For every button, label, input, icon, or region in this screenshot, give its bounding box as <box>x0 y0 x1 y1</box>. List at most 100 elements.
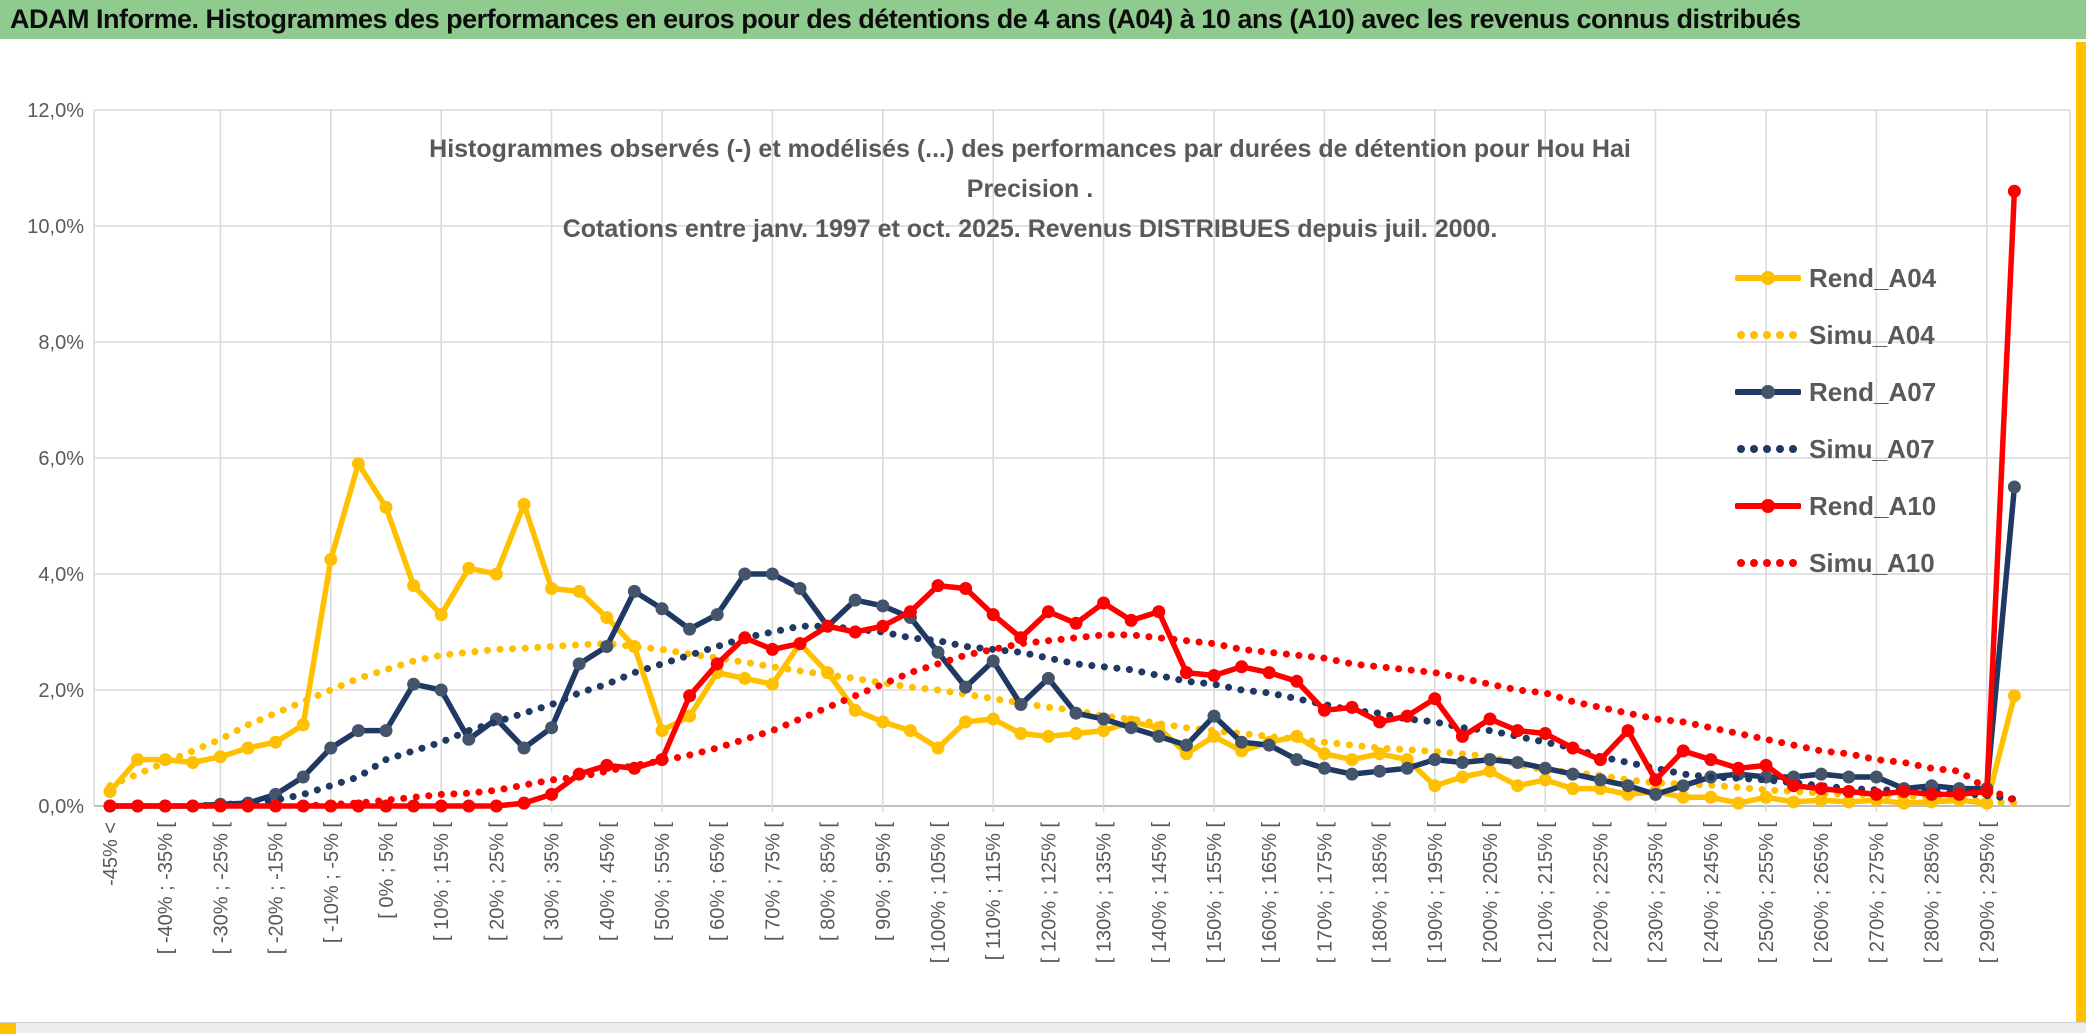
series-simu_a07[interactable] <box>189 622 2018 810</box>
x-axis-tick-label: [ 290% ; 295% [ <box>1977 822 1999 964</box>
series-rend_a10-marker <box>1759 758 1773 772</box>
series-rend_a04-marker <box>655 724 669 738</box>
series-rend_a07-marker <box>1235 735 1249 749</box>
y-axis-tick-label: 8,0% <box>38 332 84 354</box>
y-axis-tick-label: 2,0% <box>38 680 84 702</box>
series-rend_a07-marker <box>655 602 669 616</box>
series-rend_a04-marker <box>600 611 614 624</box>
series-rend_a07-marker <box>434 683 448 697</box>
series-rend_a10-marker <box>1152 605 1166 619</box>
series-rend_a10-marker <box>738 631 752 645</box>
series-rend_a04-marker <box>1511 779 1525 793</box>
series-rend_a10-marker <box>710 657 724 671</box>
series-rend_a04-marker <box>1373 747 1387 761</box>
x-axis-tick-label: [ 260% ; 265% [ <box>1811 822 1833 964</box>
series-rend_a10-marker <box>1731 761 1745 775</box>
series-rend_a10-marker <box>1290 674 1304 688</box>
x-axis-tick-label: [ 270% ; 275% [ <box>1866 822 1888 964</box>
series-rend_a07-marker <box>1511 756 1525 769</box>
series-rend_a10-marker <box>1814 782 1828 796</box>
y-axis-tick-label: 10,0% <box>27 216 84 238</box>
legend-item-rend-a07[interactable]: Rend_A07 <box>1735 373 2065 411</box>
x-axis-tick-label: [ -20% ; -15% [ <box>266 822 288 955</box>
legend-label: Rend_A07 <box>1809 376 1937 407</box>
series-rend_a10[interactable] <box>107 188 2018 809</box>
series-rend_a07-marker <box>379 724 393 738</box>
series-rend_a04-marker <box>379 500 393 514</box>
series-rend_a10-marker <box>2007 184 2021 198</box>
legend-item-rend-a04[interactable]: Rend_A04 <box>1735 259 2065 297</box>
series-rend_a10-marker <box>848 625 862 639</box>
x-axis-tick-label: -45% < <box>100 822 122 886</box>
series-rend_a04-marker <box>848 703 862 717</box>
series-rend_a10-marker <box>241 799 255 813</box>
series-rend_a10-marker <box>103 799 117 813</box>
x-axis-tick-label: [ 280% ; 285% [ <box>1922 822 1944 964</box>
x-axis-tick-label: [ 150% ; 155% [ <box>1204 822 1226 964</box>
x-axis-tick-label: [ 180% ; 185% [ <box>1370 822 1392 964</box>
series-rend_a07-marker <box>1649 787 1663 801</box>
series-rend_a07-marker <box>600 640 614 653</box>
bottom-scroll-strip[interactable] <box>0 1022 2086 1034</box>
y-axis-tick-label: 12,0% <box>27 100 84 122</box>
series-rend_a10-marker <box>1842 785 1856 798</box>
series-rend_a04-marker <box>1566 782 1580 796</box>
series-rend_a04-marker <box>1787 795 1801 809</box>
chart-area: 0,0% 2,0% 4,0% 6,0% 8,0% 10,0% 12,0% -45% < [ -4… <box>0 45 2086 1022</box>
series-rend_a04-marker <box>1069 727 1083 740</box>
series-rend_a10-marker <box>489 799 503 813</box>
legend-sample-line-icon <box>1735 271 1801 285</box>
legend-item-rend-a10[interactable]: Rend_A10 <box>1735 487 2065 525</box>
x-axis-tick-label: [ 230% ; 235% [ <box>1646 822 1668 964</box>
series-rend_a10-marker <box>407 799 421 813</box>
legend-item-simu-a04[interactable]: Simu_A04 <box>1735 316 2065 354</box>
series-rend_a07-marker <box>1373 764 1387 778</box>
series-rend_a07-marker <box>1124 721 1138 735</box>
gold-accent-right-border <box>2076 42 2086 1022</box>
series-rend_a04-marker <box>1814 793 1828 807</box>
legend-label: Rend_A10 <box>1809 490 1937 521</box>
series-rend_a07-marker <box>1842 770 1856 784</box>
legend-item-simu-a07[interactable]: Simu_A07 <box>1735 430 2065 468</box>
chart-title-line2: Cotations entre janv. 1997 et oct. 2025.… <box>562 215 1498 243</box>
legend-sample-line-icon <box>1735 385 1801 399</box>
series-rend_a07-marker <box>793 582 807 595</box>
series-rend_a07-marker <box>1014 698 1028 711</box>
x-axis-tick-label: [ 140% ; 145% [ <box>1149 822 1171 964</box>
series-rend_a07-marker <box>1483 753 1497 767</box>
series-rend_a10-marker <box>1566 741 1580 755</box>
series-rend_a07-marker <box>2007 480 2021 494</box>
window-title-bar: ADAM Informe. Histogrammes des performan… <box>0 0 2086 42</box>
series-rend_a07[interactable] <box>107 484 2018 809</box>
series-rend_a10-marker <box>1925 787 1939 801</box>
legend-label: Rend_A04 <box>1809 262 1937 293</box>
performance-histogram-plot: 0,0% 2,0% 4,0% 6,0% 8,0% 10,0% 12,0% -45% < [ -4… <box>27 100 2071 964</box>
series-rend_a04-marker <box>738 671 752 685</box>
chart-legend: Rend_A04 Simu_A04 Rend_A07 Simu_A07 Rend… <box>1735 259 2065 601</box>
series-rend_a10-marker <box>1400 709 1414 723</box>
series-rend_a10-marker <box>765 642 779 656</box>
series-rend_a10-marker <box>545 787 559 801</box>
series-rend_a10-marker <box>931 579 945 593</box>
y-axis-tick-label: 4,0% <box>38 564 84 586</box>
x-axis-tick-label: [ 120% ; 125% [ <box>1038 822 1060 964</box>
series-rend_a10-marker <box>1869 787 1883 801</box>
series-rend_a07-marker <box>1455 756 1469 769</box>
legend-sample-dotted-icon <box>1737 331 1797 339</box>
series-rend_a10-marker <box>1317 703 1331 717</box>
x-axis-tick-label: [ 70% ; 75% [ <box>762 822 784 941</box>
series-rend_a10-marker <box>821 619 835 633</box>
series-rend_a10-marker <box>186 799 200 813</box>
series-rend_a07-marker <box>959 680 973 694</box>
series-rend_a07-marker <box>1317 761 1331 775</box>
series-rend_a04[interactable] <box>107 461 2018 806</box>
series-rend_a10-marker <box>1262 666 1276 680</box>
series-rend_a04-marker <box>959 715 973 729</box>
series-rend_a10-marker <box>876 619 890 633</box>
series-rend_a10-marker <box>1041 605 1055 619</box>
series-simu_a04[interactable] <box>106 640 2018 807</box>
x-axis-tick-label: [ -10% ; -5% [ <box>321 822 343 944</box>
legend-item-simu-a10[interactable]: Simu_A10 <box>1735 544 2065 582</box>
series-simu_a10[interactable] <box>299 631 2018 810</box>
series-rend_a04-marker <box>296 718 310 732</box>
